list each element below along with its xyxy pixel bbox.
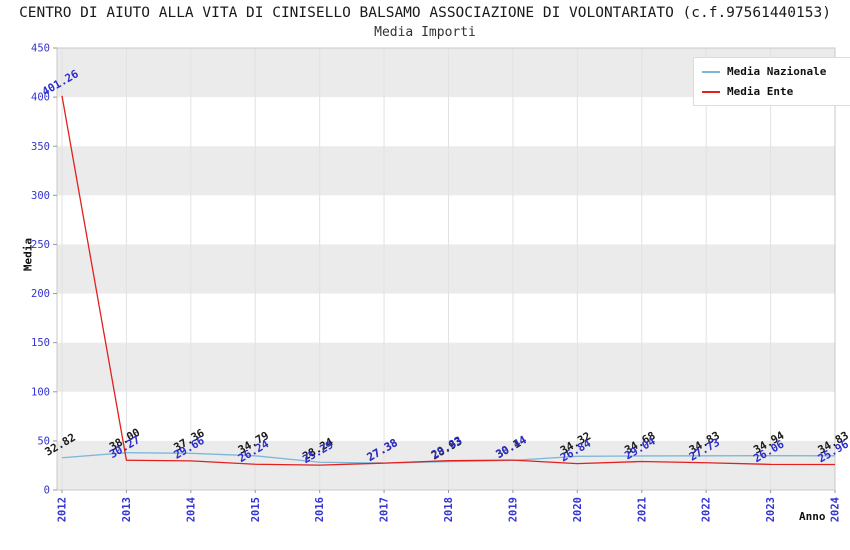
y-tick-label: 450: [31, 43, 50, 55]
y-tick-label: 300: [31, 190, 50, 202]
x-tick-label: 2024: [830, 497, 842, 522]
y-tick-label: 400: [31, 92, 50, 104]
chart-title: CENTRO DI AIUTO ALLA VITA DI CINISELLO B…: [19, 5, 831, 21]
x-tick-label: 2016: [314, 497, 326, 522]
legend-label-media-ente: Media Ente: [727, 85, 794, 98]
x-tick-label: 2019: [507, 497, 519, 522]
y-tick-label: 350: [31, 141, 50, 153]
x-tick-label: 2021: [636, 497, 648, 522]
series-line-1: [61, 95, 836, 466]
legend: Media Nazionale Media Ente: [693, 57, 850, 106]
y-axis-title: Media: [21, 237, 35, 272]
grid-band: [57, 146, 835, 196]
chart-subtitle: Media Importi: [374, 25, 476, 40]
media-ente-line-swatch: [702, 90, 720, 93]
grid-band: [57, 440, 835, 490]
y-tick-label: 50: [37, 435, 50, 447]
legend-item-media-ente: Media Ente: [702, 85, 842, 98]
y-tick-label: 200: [31, 288, 50, 300]
x-tick-label: 2012: [57, 497, 69, 522]
x-tick-label: 2017: [379, 497, 391, 522]
x-tick-label: 2014: [185, 497, 197, 522]
legend-item-media-nazionale: Media Nazionale: [702, 65, 842, 78]
x-tick-label: 2015: [250, 497, 262, 522]
grid-band: [57, 342, 835, 392]
media-nazionale-line-swatch: [702, 70, 720, 73]
x-axis-title: Anno: [799, 510, 826, 523]
x-tick-label: 2020: [572, 497, 584, 522]
y-tick-label: 100: [31, 386, 50, 398]
y-tick-label: 250: [31, 239, 50, 251]
x-tick-label: 2022: [701, 497, 713, 522]
series-line-0: [61, 452, 836, 464]
x-tick-label: 2018: [443, 497, 455, 522]
legend-label-media-nazionale: Media Nazionale: [727, 65, 827, 78]
x-tick-label: 2013: [121, 497, 133, 522]
y-tick-label: 150: [31, 337, 50, 349]
grid-band: [57, 244, 835, 294]
plot-frame: [56, 47, 836, 491]
x-tick-label: 2023: [765, 497, 777, 522]
y-tick-label: 0: [44, 485, 50, 497]
